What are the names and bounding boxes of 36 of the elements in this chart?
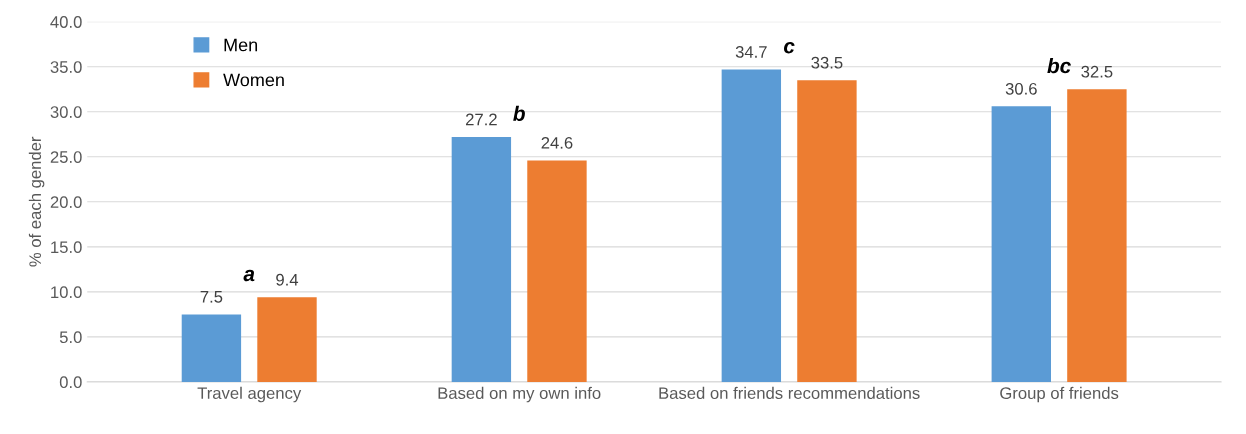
bar [257, 297, 317, 382]
data-label: 7.5 [200, 291, 223, 303]
bar [797, 80, 857, 382]
data-label: 34.7 [735, 46, 767, 58]
x-tick-label: Based on friends recommendations [659, 386, 920, 400]
data-label: 27.2 [465, 113, 497, 126]
data-label: 24.6 [541, 136, 573, 149]
y-tick-label: 10.0 [51, 286, 82, 299]
bar [181, 314, 242, 382]
y-tick-label: 5.0 [59, 331, 82, 344]
y-tick-label: 20.0 [50, 196, 82, 209]
bar [991, 106, 1051, 382]
y-axis-title: % of each gender [28, 136, 45, 267]
annotation: c [783, 41, 795, 54]
bar [721, 69, 782, 382]
legend-label: Men [224, 38, 258, 52]
data-label: 33.5 [811, 56, 843, 69]
bar [451, 136, 512, 382]
x-tick-label: Based on my own info [438, 386, 601, 403]
y-tick-label: 40.0 [50, 16, 82, 28]
data-label: 32.5 [1081, 65, 1113, 78]
annotation: bc [1047, 57, 1071, 74]
y-tick-label: 25.0 [50, 151, 82, 163]
x-tick-label: Travel agency [197, 386, 302, 403]
annotation: a [243, 269, 255, 282]
data-label: 9.4 [276, 273, 299, 286]
bar [1067, 89, 1127, 382]
y-tick-label: 0.0 [59, 376, 82, 389]
legend-label: Women [223, 73, 284, 87]
data-label: 30.6 [1005, 82, 1037, 95]
x-tick-label: Group of friends [1000, 386, 1119, 403]
y-tick-label: 15.0 [51, 241, 82, 254]
y-tick-label: 35.0 [50, 61, 82, 73]
bar [527, 160, 587, 382]
annotation: b [513, 105, 525, 121]
y-tick-label: 30.0 [50, 106, 82, 118]
